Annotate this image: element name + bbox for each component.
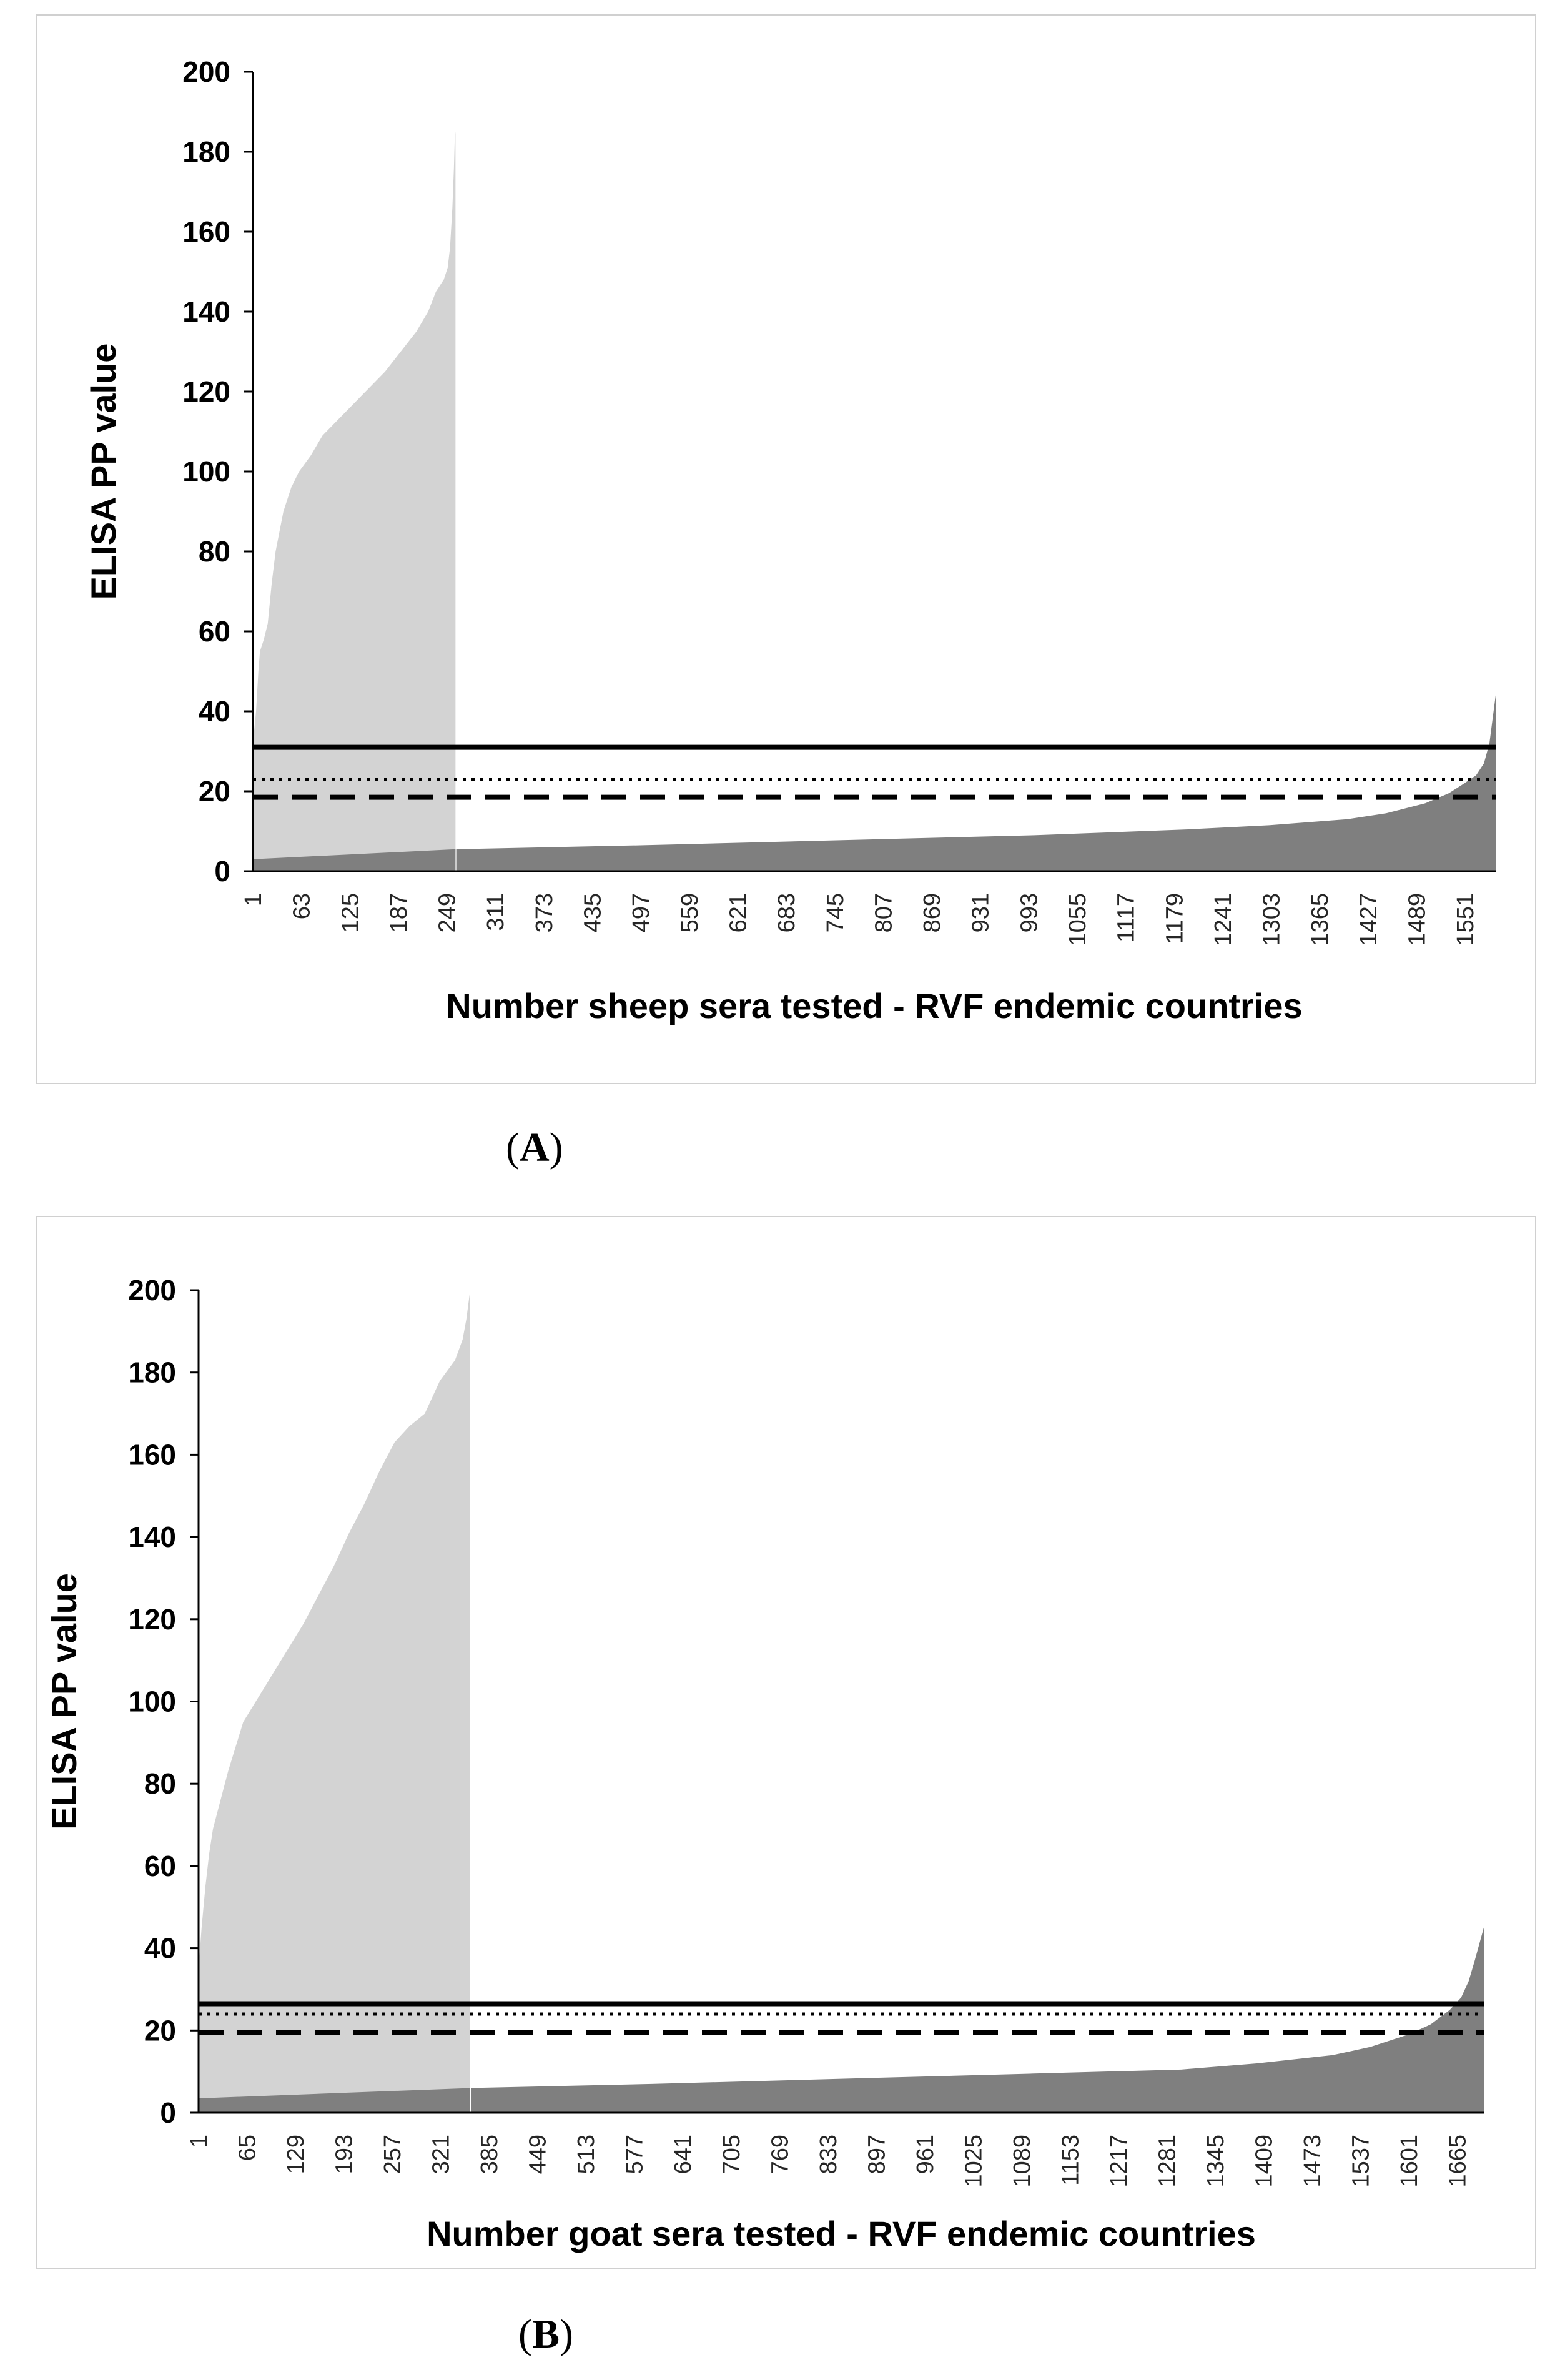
x-tick-label: 63 — [289, 893, 315, 919]
x-tick-label: 373 — [531, 893, 558, 932]
x-tick-label: 1303 — [1259, 893, 1285, 946]
x-tick-label: 1427 — [1356, 893, 1382, 946]
y-tick-label: 40 — [144, 1932, 176, 1965]
x-axis-title: Number goat sera tested - RVF endemic co… — [427, 2214, 1256, 2253]
series-low-area — [471, 1927, 1484, 2113]
x-tick-label: 449 — [525, 2135, 551, 2174]
x-tick-label: 769 — [767, 2135, 793, 2174]
x-tick-label: 311 — [483, 893, 509, 931]
y-tick-label: 0 — [160, 2096, 176, 2129]
caption-panel-b: (B) — [518, 2311, 573, 2357]
x-tick-label: 1 — [240, 893, 267, 906]
x-tick-label: 1 — [186, 2135, 212, 2148]
x-tick-label: 65 — [235, 2135, 261, 2161]
x-tick-label: 1025 — [960, 2135, 987, 2188]
x-tick-label: 1217 — [1106, 2135, 1132, 2188]
x-tick-label: 1241 — [1210, 893, 1237, 946]
y-tick-label: 20 — [199, 775, 230, 807]
x-tick-label: 1281 — [1154, 2135, 1180, 2188]
y-tick-label: 80 — [144, 1767, 176, 1800]
y-tick-label: 20 — [144, 2014, 176, 2047]
y-tick-label: 180 — [128, 1356, 176, 1389]
x-axis-title: Number sheep sera tested - RVF endemic c… — [446, 986, 1302, 1025]
x-tick-label: 577 — [622, 2135, 648, 2174]
series-high-area — [253, 132, 456, 871]
x-tick-label: 833 — [816, 2135, 842, 2174]
x-tick-label: 257 — [380, 2135, 406, 2174]
x-tick-label: 129 — [283, 2135, 309, 2174]
x-tick-label: 1089 — [1009, 2135, 1035, 2188]
x-tick-label: 1665 — [1445, 2135, 1471, 2188]
series-high-area — [199, 1290, 470, 2113]
y-tick-label: 160 — [182, 215, 230, 248]
x-tick-label: 187 — [386, 893, 412, 932]
y-tick-label: 0 — [214, 855, 230, 887]
y-tick-label: 60 — [199, 615, 230, 648]
y-tick-label: 140 — [182, 295, 230, 328]
x-tick-label: 705 — [719, 2135, 745, 2174]
x-tick-label: 1345 — [1203, 2135, 1229, 2188]
y-axis-title: ELISA PP value — [44, 1573, 84, 1830]
x-tick-label: 1179 — [1162, 893, 1188, 944]
x-tick-label: 897 — [864, 2135, 890, 2174]
y-tick-label: 100 — [182, 455, 230, 488]
x-tick-label: 125 — [337, 893, 363, 932]
x-tick-label: 993 — [1016, 893, 1042, 932]
y-tick-label: 180 — [182, 136, 230, 168]
x-tick-label: 745 — [822, 893, 849, 932]
x-tick-label: 1055 — [1065, 893, 1091, 946]
x-tick-label: 1473 — [1300, 2135, 1326, 2188]
y-tick-label: 80 — [199, 535, 230, 568]
x-tick-label: 435 — [580, 893, 606, 932]
x-tick-label: 1537 — [1348, 2135, 1375, 2188]
x-tick-label: 1117 — [1113, 893, 1140, 942]
x-tick-label: 961 — [912, 2135, 939, 2174]
y-tick-label: 120 — [128, 1603, 176, 1636]
x-tick-label: 683 — [774, 893, 800, 932]
x-tick-label: 559 — [677, 893, 703, 932]
x-tick-label: 193 — [332, 2135, 358, 2174]
y-tick-label: 120 — [182, 375, 230, 408]
x-tick-label: 621 — [725, 893, 751, 932]
y-tick-label: 100 — [128, 1686, 176, 1718]
y-tick-label: 40 — [199, 695, 230, 728]
y-tick-label: 60 — [144, 1850, 176, 1882]
series-low-area — [456, 695, 1496, 871]
x-tick-label: 807 — [871, 893, 897, 932]
y-tick-label: 140 — [128, 1521, 176, 1553]
x-tick-label: 641 — [670, 2135, 696, 2174]
x-tick-label: 1409 — [1251, 2135, 1278, 2188]
caption-panel-a: (A) — [506, 1125, 563, 1170]
x-tick-label: 1153 — [1057, 2135, 1084, 2186]
x-tick-label: 869 — [919, 893, 945, 932]
x-tick-label: 513 — [573, 2135, 600, 2174]
x-tick-label: 1489 — [1404, 893, 1431, 946]
x-tick-label: 1551 — [1453, 893, 1479, 946]
y-tick-label: 200 — [128, 1274, 176, 1306]
x-tick-label: 321 — [428, 2135, 455, 2174]
x-tick-label: 385 — [476, 2135, 503, 2174]
x-tick-label: 1601 — [1396, 2135, 1423, 2188]
y-axis-title: ELISA PP value — [84, 343, 123, 600]
x-tick-label: 1365 — [1307, 893, 1333, 946]
y-tick-label: 200 — [182, 56, 230, 88]
x-tick-label: 497 — [628, 893, 654, 932]
series-high-baseline-area — [253, 849, 456, 871]
y-tick-label: 160 — [128, 1438, 176, 1471]
x-tick-label: 931 — [968, 893, 994, 932]
series-high-baseline-area — [199, 2088, 470, 2113]
x-tick-label: 249 — [435, 893, 461, 932]
